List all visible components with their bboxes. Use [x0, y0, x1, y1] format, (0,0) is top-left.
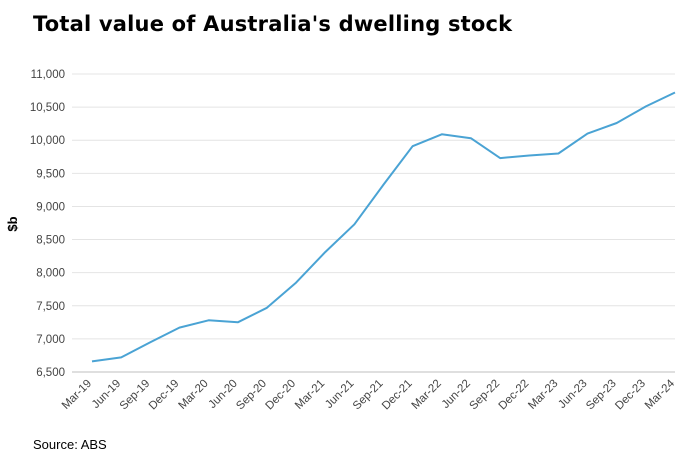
x-tick-label: Mar-21 [293, 378, 327, 412]
x-tick-label: Dec-20 [263, 378, 298, 413]
y-tick-label: 8,000 [36, 268, 65, 280]
series-line [91, 91, 676, 363]
x-tick-label: Jun-19 [90, 378, 123, 411]
x-tick-label: Sep-20 [234, 378, 269, 413]
x-tick-label: Dec-21 [380, 378, 415, 413]
x-tick-label: Jun-20 [207, 378, 240, 411]
x-tick-label: Dec-23 [613, 378, 648, 413]
x-tick-label: Jun-21 [323, 378, 356, 411]
x-tick-label: Mar-24 [643, 377, 678, 412]
x-tick-label: Mar-20 [176, 378, 210, 412]
y-tick-label: 6,500 [36, 367, 65, 379]
y-tick-label: 10,500 [30, 102, 65, 114]
source-note: Source: ABS [33, 437, 107, 452]
series-group [91, 91, 676, 363]
y-tick-label: 10,000 [30, 135, 65, 147]
chart-title: Total value of Australia's dwelling stoc… [33, 12, 513, 36]
y-tick-label: 9,500 [36, 168, 65, 180]
x-tick-label: Dec-19 [147, 378, 182, 413]
y-tick-label: 9,000 [36, 201, 65, 213]
y-tick-label: 7,500 [36, 301, 65, 313]
x-tick-label: Sep-22 [468, 378, 503, 413]
x-axis-ticks: Mar-19Jun-19Sep-19Dec-19Mar-20Jun-20Sep-… [60, 377, 678, 412]
y-tick-label: 7,000 [36, 334, 65, 346]
gridlines [72, 73, 675, 373]
x-tick-label: Sep-19 [118, 378, 153, 413]
x-tick-label: Jun-22 [440, 378, 473, 411]
y-axis-ticks: 6,500 7,000 7,500 8,000 8,500 9,000 9,500 10,00… [30, 69, 65, 379]
x-tick-label: Mar-19 [60, 378, 94, 412]
x-tick-label: Mar-22 [410, 378, 444, 412]
x-tick-label: Jun-23 [556, 378, 589, 411]
y-axis-label: $b [5, 216, 20, 231]
x-tick-label: Sep-21 [351, 378, 386, 413]
x-tick-label: Mar-23 [526, 378, 560, 412]
x-tick-label: Dec-22 [497, 378, 532, 413]
y-tick-label: 8,500 [36, 235, 65, 247]
y-tick-label: 11,000 [31, 69, 65, 81]
x-tick-label: Sep-23 [584, 378, 619, 413]
